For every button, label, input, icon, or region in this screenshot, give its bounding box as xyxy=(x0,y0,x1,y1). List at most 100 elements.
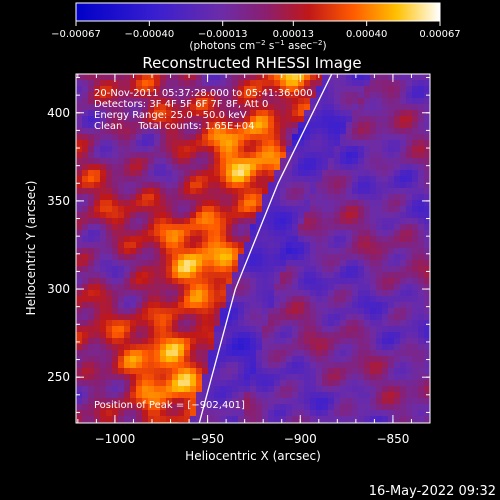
heatmap-cell xyxy=(190,416,196,422)
heatmap-cell xyxy=(328,320,334,326)
heatmap-cell xyxy=(382,296,388,302)
heatmap-cell xyxy=(292,74,298,80)
heatmap-cell xyxy=(148,230,154,236)
heatmap-cell xyxy=(286,374,292,380)
heatmap-cell xyxy=(202,212,208,218)
heatmap-cell xyxy=(148,128,154,134)
heatmap-cell xyxy=(388,398,394,404)
heatmap-cell xyxy=(352,146,358,152)
heatmap-cell xyxy=(172,86,178,92)
heatmap-cell xyxy=(226,338,232,344)
heatmap-cell xyxy=(358,290,364,296)
heatmap-cell xyxy=(376,188,382,194)
heatmap-cell xyxy=(112,134,118,140)
heatmap-cell xyxy=(166,200,172,206)
heatmap-cell xyxy=(406,182,412,188)
heatmap-cell xyxy=(316,290,322,296)
heatmap-cell xyxy=(322,410,328,416)
heatmap-cell xyxy=(388,308,394,314)
heatmap-cell xyxy=(208,344,214,350)
heatmap-cell xyxy=(142,176,148,182)
heatmap-cell xyxy=(88,98,94,104)
heatmap-cell xyxy=(286,278,292,284)
heatmap-cell xyxy=(286,146,292,152)
heatmap-cell xyxy=(184,242,190,248)
heatmap-cell xyxy=(172,404,178,410)
heatmap-cell xyxy=(382,260,388,266)
heatmap-cell xyxy=(304,218,310,224)
heatmap-cell xyxy=(154,212,160,218)
heatmap-cell xyxy=(334,176,340,182)
heatmap-cell xyxy=(286,176,292,182)
heatmap-cell xyxy=(238,314,244,320)
heatmap-cell xyxy=(244,350,250,356)
heatmap-cell xyxy=(424,152,430,158)
heatmap-cell xyxy=(94,308,100,314)
heatmap-cell xyxy=(184,80,190,86)
heatmap-cell xyxy=(394,152,400,158)
heatmap-cell xyxy=(364,410,370,416)
heatmap-cell xyxy=(286,362,292,368)
heatmap-cell xyxy=(424,254,430,260)
heatmap-cell xyxy=(178,338,184,344)
heatmap-cell xyxy=(340,134,346,140)
heatmap-cell xyxy=(376,284,382,290)
heatmap-cell xyxy=(418,200,424,206)
heatmap-cell xyxy=(166,146,172,152)
heatmap-cell xyxy=(388,140,394,146)
heatmap-cell xyxy=(76,98,82,104)
heatmap-cell xyxy=(382,230,388,236)
heatmap-cell xyxy=(244,134,250,140)
heatmap-cell xyxy=(106,206,112,212)
heatmap-cell xyxy=(172,392,178,398)
heatmap-cell xyxy=(346,212,352,218)
heatmap-cell xyxy=(400,410,406,416)
heatmap-cell xyxy=(238,296,244,302)
heatmap-cell xyxy=(184,374,190,380)
heatmap-cell xyxy=(274,362,280,368)
heatmap-cell xyxy=(160,272,166,278)
heatmap-cell xyxy=(220,260,226,266)
heatmap-cell xyxy=(154,392,160,398)
heatmap-cell xyxy=(394,266,400,272)
annotation-detectors: Detectors: 3F 4F 5F 6F 7F 8F, Att 0 xyxy=(94,99,268,110)
heatmap-cell xyxy=(178,404,184,410)
heatmap-cell xyxy=(352,206,358,212)
heatmap-cell xyxy=(364,176,370,182)
heatmap-cell xyxy=(322,152,328,158)
heatmap-cell xyxy=(148,374,154,380)
heatmap-cell xyxy=(418,92,424,98)
heatmap-cell xyxy=(238,128,244,134)
heatmap-cell xyxy=(304,284,310,290)
heatmap-cell xyxy=(370,158,376,164)
heatmap-cell xyxy=(382,146,388,152)
heatmap-cell xyxy=(208,332,214,338)
heatmap-cell xyxy=(346,278,352,284)
heatmap-cell xyxy=(124,254,130,260)
heatmap-cell xyxy=(424,410,430,416)
heatmap-cell xyxy=(160,308,166,314)
heatmap-cell xyxy=(316,314,322,320)
heatmap-cell xyxy=(262,326,268,332)
heatmap-cell xyxy=(304,98,310,104)
heatmap-cell xyxy=(160,380,166,386)
heatmap-cell xyxy=(166,344,172,350)
heatmap-cell xyxy=(268,380,274,386)
heatmap-cell xyxy=(112,176,118,182)
heatmap-cell xyxy=(334,332,340,338)
heatmap-cell xyxy=(100,254,106,260)
heatmap-cell xyxy=(382,188,388,194)
heatmap-cell xyxy=(184,386,190,392)
heatmap-cell xyxy=(214,242,220,248)
heatmap-cell xyxy=(298,218,304,224)
heatmap-cell xyxy=(238,242,244,248)
heatmap-cell xyxy=(244,374,250,380)
colorbar-tick-label: 0.00040 xyxy=(346,29,387,40)
heatmap-cell xyxy=(88,236,94,242)
heatmap-cell xyxy=(226,140,232,146)
heatmap-cell xyxy=(190,332,196,338)
heatmap-cell xyxy=(172,110,178,116)
heatmap-cell xyxy=(400,152,406,158)
heatmap-cell xyxy=(412,74,418,80)
heatmap-cell xyxy=(76,302,82,308)
